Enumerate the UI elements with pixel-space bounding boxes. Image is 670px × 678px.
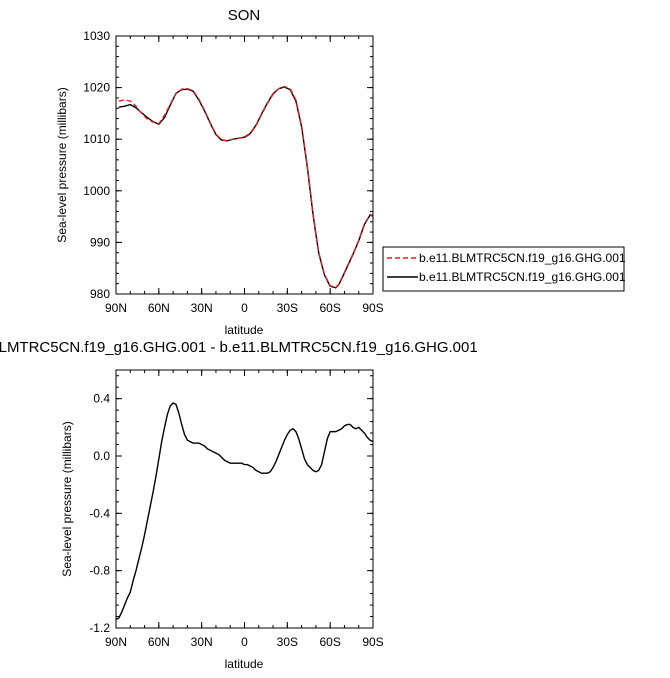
y-tick-label: -0.4 xyxy=(89,506,110,520)
x-tick-label: 60N xyxy=(148,301,170,315)
x-tick-label: 60N xyxy=(148,635,170,649)
y-tick-label: 980 xyxy=(90,287,110,301)
bottom-x-axis-title: latitude xyxy=(225,657,264,671)
y-tick-label: 1000 xyxy=(83,184,110,198)
x-tick-label: 90N xyxy=(105,301,127,315)
top-panel: SON 980 990 1000 1010 1020 1030 90N 60N 30N 0 30S… xyxy=(55,7,384,337)
top-y-axis-title: Sea-level pressure (millibars) xyxy=(55,87,69,242)
x-tick-label: 60S xyxy=(319,301,340,315)
top-y-axis: 980 990 1000 1010 1020 1030 xyxy=(83,29,373,301)
x-tick-label: 30S xyxy=(277,635,298,649)
top-plot-area xyxy=(118,85,374,289)
y-tick-label: -0.8 xyxy=(89,564,110,578)
y-tick-label: 990 xyxy=(90,235,110,249)
legend: b.e11.BLMTRC5CN.f19_g16.GHG.001 b.e11.BL… xyxy=(382,246,626,292)
x-tick-label: 30S xyxy=(277,301,298,315)
x-tick-label: 60S xyxy=(319,635,340,649)
bottom-chart-title: b.e11.BLMTRC5CN.f19_g16.GHG.001 - b.e11.… xyxy=(0,339,478,356)
legend-box xyxy=(382,246,625,292)
y-tick-label: 1030 xyxy=(83,29,110,43)
x-tick-label: 90S xyxy=(362,301,383,315)
y-tick-label: 0.4 xyxy=(93,392,110,406)
top-x-axis-title: latitude xyxy=(225,323,264,337)
top-plot-frame xyxy=(115,35,374,295)
x-tick-label: 0 xyxy=(241,301,248,315)
x-tick-label: 90S xyxy=(362,635,383,649)
series-line-1-0 xyxy=(115,402,374,621)
series-line-0-1 xyxy=(118,86,374,289)
y-tick-label: 1020 xyxy=(83,81,110,95)
top-chart-title: SON xyxy=(228,7,261,24)
x-tick-label: 30N xyxy=(191,635,213,649)
bottom-y-axis: -1.2 -0.8 -0.4 0.0 0.4 xyxy=(89,375,373,635)
y-tick-label: 0.0 xyxy=(93,449,110,463)
x-tick-label: 90N xyxy=(105,635,127,649)
top-x-axis: 90N 60N 30N 0 30S 60S 90S xyxy=(105,36,384,315)
bottom-plot-area xyxy=(115,402,374,621)
bottom-panel: b.e11.BLMTRC5CN.f19_g16.GHG.001 - b.e11.… xyxy=(0,339,478,671)
y-tick-label: 1010 xyxy=(83,132,110,146)
legend-label-1: b.e11.BLMTRC5CN.f19_g16.GHG.001 xyxy=(419,270,626,284)
bottom-x-axis: 90N 60N 30N 0 30S 60S 90S xyxy=(105,370,384,649)
legend-label-0: b.e11.BLMTRC5CN.f19_g16.GHG.001 xyxy=(419,251,626,265)
bottom-plot-frame xyxy=(115,369,374,629)
series-line-0-0 xyxy=(118,85,374,288)
x-tick-label: 0 xyxy=(241,635,248,649)
bottom-y-axis-title: Sea-level pressure (millibars) xyxy=(60,421,74,576)
y-tick-label: -1.2 xyxy=(89,621,110,635)
x-tick-label: 30N xyxy=(191,301,213,315)
